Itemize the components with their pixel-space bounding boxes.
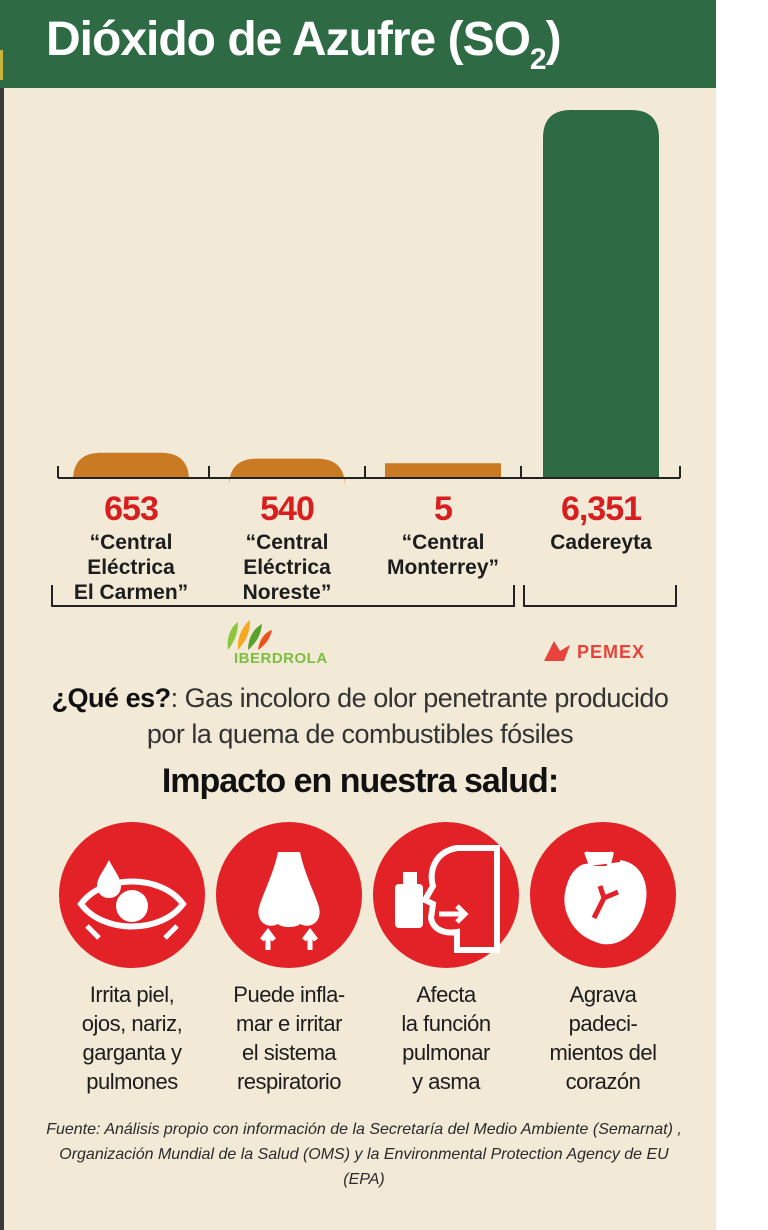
pemex-logo: PEMEX xyxy=(540,635,665,667)
category-label-line: Eléctrica xyxy=(87,556,175,579)
category-label-line: Cadereyta xyxy=(550,531,652,554)
heart-icon xyxy=(564,851,647,945)
definition-answer: : Gas incoloro de olor penetrante produc… xyxy=(146,683,669,749)
value-label-2: 5 xyxy=(434,490,453,528)
header-accent xyxy=(0,50,3,80)
category-label-line: “Central xyxy=(401,531,485,554)
category-label-line: Eléctrica xyxy=(243,556,331,579)
impact-text-line: mar e irritar xyxy=(236,1011,342,1036)
impact-title: Impacto en nuestra salud: xyxy=(161,762,559,800)
impact-text-line: el sistema xyxy=(241,1040,337,1065)
so2-bar-chart xyxy=(51,110,681,607)
bar-3 xyxy=(543,110,659,478)
group-bracket-pemex xyxy=(523,585,677,607)
impact-text-line: garganta y xyxy=(82,1040,182,1065)
pemex-eagle-icon xyxy=(544,641,570,661)
source-note: Fuente: Análisis propio con información … xyxy=(46,1121,682,1188)
header-bar: Dióxido de Azufre (SO2) xyxy=(0,0,716,88)
category-label-line: “Central xyxy=(245,531,329,554)
impact-text-line: Agrava xyxy=(569,982,637,1007)
category-label-2: “Central Monterrey” xyxy=(363,530,523,580)
impact-text-2: Afecta la función pulmonar y asma xyxy=(366,980,526,1096)
eye-circle xyxy=(59,822,205,968)
impact-text-line: mientos del xyxy=(549,1040,657,1065)
bar-0 xyxy=(73,452,189,481)
bar-1 xyxy=(229,458,345,487)
category-label-1: “Central Eléctrica Noreste” xyxy=(207,530,367,605)
impact-text-line: pulmonar xyxy=(402,1040,490,1065)
category-label-0: “Central Eléctrica El Carmen” xyxy=(51,530,211,605)
impact-text-line: pulmones xyxy=(86,1069,178,1094)
impact-text-line: corazón xyxy=(565,1069,641,1094)
impact-text-1: Puede infla-mar e irritar el sistema respi… xyxy=(209,980,369,1096)
bar-2 xyxy=(385,463,501,478)
impact-text-line: y asma xyxy=(412,1069,480,1094)
page-title: Dióxido de Azufre (SO2) xyxy=(46,12,562,77)
nose-icon xyxy=(258,852,320,950)
category-label-line: El Carmen” xyxy=(73,581,189,604)
impact-text-line: Puede infla- xyxy=(233,982,345,1007)
eye-icon xyxy=(77,860,187,940)
nose-circle xyxy=(216,822,362,968)
category-label-line: “Central xyxy=(89,531,173,554)
category-label-3: Cadereyta xyxy=(521,530,681,555)
heart-circle xyxy=(530,822,676,968)
category-label-line: Monterrey” xyxy=(386,556,500,579)
impact-text-line: ojos, nariz, xyxy=(81,1011,183,1036)
title-main: Dióxido de Azufre (SO xyxy=(46,13,531,66)
impact-text-line: Afecta xyxy=(416,982,476,1007)
value-label-3: 6,351 xyxy=(560,490,642,528)
group-bracket-iberdrola xyxy=(51,585,515,607)
impact-text-line: la función xyxy=(401,1011,491,1036)
value-label-1: 540 xyxy=(260,490,315,528)
page-edge-strip xyxy=(0,88,4,1230)
pemex-logo-text: PEMEX xyxy=(577,642,646,662)
impact-text-line: Irrita piel, xyxy=(89,982,175,1007)
category-label-line: Noreste” xyxy=(242,581,332,604)
impact-text-3: Agrava padeci-mientos del corazón xyxy=(523,980,683,1096)
iberdrola-logo: IBERDROLA xyxy=(222,616,352,672)
definition-text: ¿Qué es?: Gas incoloro de olor penetrant… xyxy=(40,680,680,752)
value-label-0: 653 xyxy=(104,490,159,528)
lungs-face-icon xyxy=(395,845,500,953)
iberdrola-leaves-icon xyxy=(227,620,272,650)
impact-text-line: padeci- xyxy=(568,1011,638,1036)
title-subscript: 2 xyxy=(529,43,547,76)
definition-question: ¿Qué es? xyxy=(51,683,172,713)
iberdrola-logo-text: IBERDROLA xyxy=(234,650,328,667)
title-close: ) xyxy=(545,13,562,66)
lungs-face-circle xyxy=(373,822,519,968)
impact-text-line: respiratorio xyxy=(236,1069,342,1094)
impact-text-0: Irrita piel, ojos, nariz, garganta y pulmon… xyxy=(52,980,212,1096)
